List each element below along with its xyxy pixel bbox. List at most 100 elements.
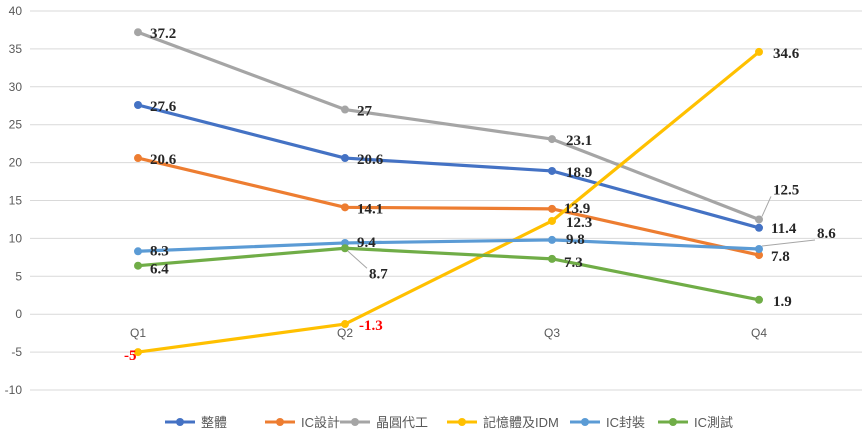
- gridlines: [30, 10, 862, 391]
- data-label: 14.1: [357, 201, 383, 217]
- data-point: [755, 295, 763, 304]
- data-point: [341, 154, 349, 163]
- data-label: 1.9: [773, 294, 792, 310]
- series-line: [136, 103, 761, 230]
- series-line: [136, 238, 761, 253]
- y-tick-label: -5: [11, 345, 22, 359]
- y-tick-label: 10: [9, 231, 23, 245]
- data-point: [548, 216, 556, 225]
- data-label: 9.4: [357, 235, 376, 251]
- legend-item: IC封裝: [570, 415, 645, 430]
- series: [134, 100, 763, 232]
- series: [134, 47, 763, 357]
- data-point: [134, 247, 142, 256]
- series-line: [136, 50, 761, 354]
- data-label: 37.2: [150, 26, 176, 42]
- data-point: [548, 204, 556, 213]
- data-label: 20.6: [357, 152, 384, 168]
- data-point: [341, 244, 349, 253]
- y-tick-label: 20: [9, 156, 23, 170]
- legend-item: 記憶體及IDM: [447, 415, 559, 430]
- data-label: 27: [357, 104, 373, 120]
- x-tick-label: Q4: [751, 326, 767, 340]
- data-label: 18.9: [566, 165, 592, 181]
- legend-label: 記憶體及IDM: [483, 415, 559, 430]
- leader-line: [347, 250, 368, 269]
- legend-label: IC封裝: [606, 415, 645, 430]
- data-point: [341, 320, 349, 329]
- legend-marker: [351, 418, 359, 426]
- y-tick-label: 35: [9, 42, 23, 56]
- data-labels: 27.6 20.6 18.9 11.4 20.6 14.1 13.9 7.8 37.2 27 23.…: [124, 26, 836, 364]
- legend-item: 整體: [165, 415, 227, 430]
- data-label: 8.6: [817, 226, 836, 242]
- series: [134, 154, 763, 260]
- data-point: [548, 166, 556, 175]
- y-axis-ticks: -10 -5 0 5 10 15 20 25 30 35 40: [5, 4, 23, 397]
- legend-label: 晶圓代工: [376, 415, 428, 430]
- legend-item: 晶圓代工: [340, 415, 428, 430]
- legend-marker: [458, 418, 466, 426]
- data-label: 9.8: [566, 232, 585, 248]
- data-label: 7.8: [771, 249, 790, 265]
- data-point: [134, 154, 142, 163]
- data-point: [548, 135, 556, 144]
- series-line: [136, 30, 761, 222]
- y-tick-label: 30: [9, 80, 23, 94]
- data-label: 7.3: [564, 255, 583, 271]
- data-point: [755, 251, 763, 260]
- y-tick-label: 25: [9, 118, 23, 132]
- data-label: 23.1: [566, 133, 592, 149]
- data-point: [755, 47, 763, 56]
- y-tick-label: 40: [9, 4, 23, 18]
- legend-label: 整體: [201, 415, 227, 430]
- data-point: [548, 235, 556, 244]
- data-point: [548, 254, 556, 263]
- data-label: 13.9: [564, 201, 590, 217]
- series: [134, 244, 763, 304]
- series-line: [136, 156, 761, 257]
- data-label: 8.7: [369, 266, 388, 282]
- label-leader-lines: [347, 196, 816, 269]
- data-label: 12.3: [566, 215, 592, 231]
- legend-item: IC測試: [658, 415, 733, 430]
- legend-marker: [276, 418, 284, 426]
- data-label: 12.5: [773, 182, 799, 198]
- series: [134, 235, 763, 256]
- y-tick-label: 5: [15, 269, 22, 283]
- y-tick-label: 15: [9, 194, 23, 208]
- data-point: [134, 28, 142, 37]
- legend-marker: [669, 418, 677, 426]
- legend-label: IC測試: [694, 415, 733, 430]
- y-tick-label: -10: [5, 383, 23, 397]
- data-label: 8.3: [150, 243, 169, 259]
- x-tick-label: Q1: [130, 326, 146, 340]
- leader-line: [761, 239, 816, 247]
- legend-marker: [176, 418, 184, 426]
- data-point: [755, 223, 763, 232]
- data-point: [341, 203, 349, 212]
- x-axis-ticks: Q1 Q2 Q3 Q4: [130, 326, 767, 340]
- data-label: 34.6: [773, 46, 800, 62]
- data-label: -5: [124, 348, 137, 364]
- legend-marker: [581, 418, 589, 426]
- x-tick-label: Q3: [544, 326, 560, 340]
- series: [134, 28, 763, 224]
- legend: 整體 IC設計 晶圓代工 記憶體及IDM IC封裝 IC測試: [165, 415, 733, 430]
- y-tick-label: 0: [15, 307, 22, 321]
- x-tick-label: Q2: [337, 326, 353, 340]
- data-point: [134, 348, 142, 357]
- leader-line: [761, 196, 772, 217]
- series-lines: [134, 28, 763, 357]
- data-label: 6.4: [150, 262, 169, 278]
- data-point: [341, 105, 349, 114]
- data-label: 20.6: [150, 152, 177, 168]
- data-point: [755, 245, 763, 254]
- data-label: -1.3: [359, 318, 383, 334]
- data-point: [134, 100, 142, 109]
- data-label: 27.6: [150, 99, 177, 115]
- legend-label: IC設計: [301, 415, 340, 430]
- series-line: [136, 246, 761, 302]
- data-label: 11.4: [771, 221, 797, 237]
